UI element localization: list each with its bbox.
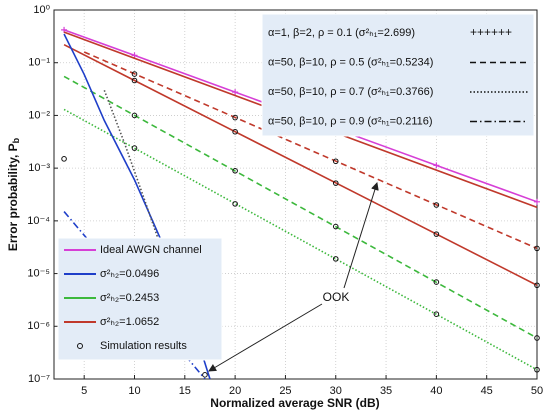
simulation-point [332, 223, 339, 230]
simulation-point [232, 114, 238, 121]
legend-label: α=50, β=10, ρ = 0.9 (σ²ₕ₁=0.2116) [268, 115, 433, 127]
legend-box [261, 13, 535, 137]
simulation-point [433, 279, 440, 285]
series-line [63, 75, 537, 339]
x-tick-label: 50 [531, 385, 543, 397]
legend-label: α=1, β=2, ρ = 0.1 (σ²ₕ₁=2.699) [268, 27, 415, 39]
legend-label: α=50, β=10, ρ = 0.7 (σ²ₕ₁=0.3766) [268, 86, 433, 98]
series-line [63, 43, 537, 286]
x-tick-label: 20 [229, 385, 241, 397]
series-line [63, 108, 537, 371]
simulation-point [232, 168, 238, 174]
y-tick-label: 10⁻⁷ [28, 373, 50, 385]
plot-frame [53, 9, 538, 380]
y-tick-label: 10⁻¹ [28, 57, 50, 69]
plus-marker [433, 162, 440, 169]
x-tick-label: 15 [179, 385, 191, 397]
x-tick-label: 30 [330, 385, 342, 397]
simulation-point [232, 201, 238, 207]
y-tick-label: 10⁰ [33, 4, 50, 16]
legend-sample [77, 343, 83, 349]
plus-marker [232, 89, 239, 96]
simulation-point [534, 282, 540, 289]
legend-label: α=50, β=10, ρ = 0.5 (σ²ₕ₁=0.5234) [268, 56, 433, 68]
arrow [208, 303, 323, 372]
legend-label: σ²ₕ₂=0.2453 [100, 292, 159, 304]
simulation-point [534, 245, 540, 252]
plus-marker [131, 52, 138, 59]
legend-label: Ideal AWGN channel [100, 244, 202, 256]
simulation-point [534, 366, 540, 373]
series-line [103, 89, 186, 318]
x-axis-label: Normalized average SNR (dB) [210, 396, 379, 410]
simulation-point [433, 231, 440, 237]
y-tick-label: 10⁻⁶ [27, 320, 50, 332]
y-tick-label: 10⁻² [28, 109, 50, 121]
legend-sample: ++++++ [470, 25, 512, 39]
simulation-point [332, 158, 339, 165]
x-tick-label: 35 [380, 385, 392, 397]
simulation-point [61, 156, 67, 162]
y-tick-label: 10⁻⁴ [27, 215, 50, 227]
y-tick-label: 10⁻³ [28, 162, 50, 174]
simulation-point [202, 372, 208, 378]
simulation-point [332, 256, 339, 262]
x-tick-label: 40 [430, 385, 442, 397]
legend-label: σ²ₕ₂=1.0652 [100, 316, 159, 328]
x-tick-label: 10 [128, 385, 140, 397]
legend-label: Simulation results [100, 340, 187, 352]
x-tick-label: 5 [81, 385, 87, 397]
y-axis-label-sub: b [11, 137, 21, 143]
y-tick-label: 10⁻⁵ [27, 267, 50, 279]
x-tick-label: 45 [481, 385, 493, 397]
arrow [343, 182, 379, 289]
simulation-point [433, 311, 440, 317]
annotation: OOK [323, 290, 350, 304]
simulation-point [332, 180, 339, 186]
legend-label: σ²ₕ₂=0.0496 [100, 268, 159, 280]
simulation-point [131, 77, 138, 84]
simulation-point [131, 145, 138, 151]
simulation-point [433, 202, 440, 208]
plus-marker [534, 198, 540, 205]
x-tick-label: 25 [279, 385, 291, 397]
series-line [83, 51, 537, 250]
simulation-point [131, 71, 138, 77]
y-axis-label: Error probability, Pb [6, 137, 21, 251]
simulation-point [131, 112, 138, 119]
y-axis-label-main: Error probability, P [6, 143, 20, 251]
simulation-point [232, 128, 238, 135]
simulation-point [534, 335, 540, 341]
plus-marker [61, 26, 68, 33]
